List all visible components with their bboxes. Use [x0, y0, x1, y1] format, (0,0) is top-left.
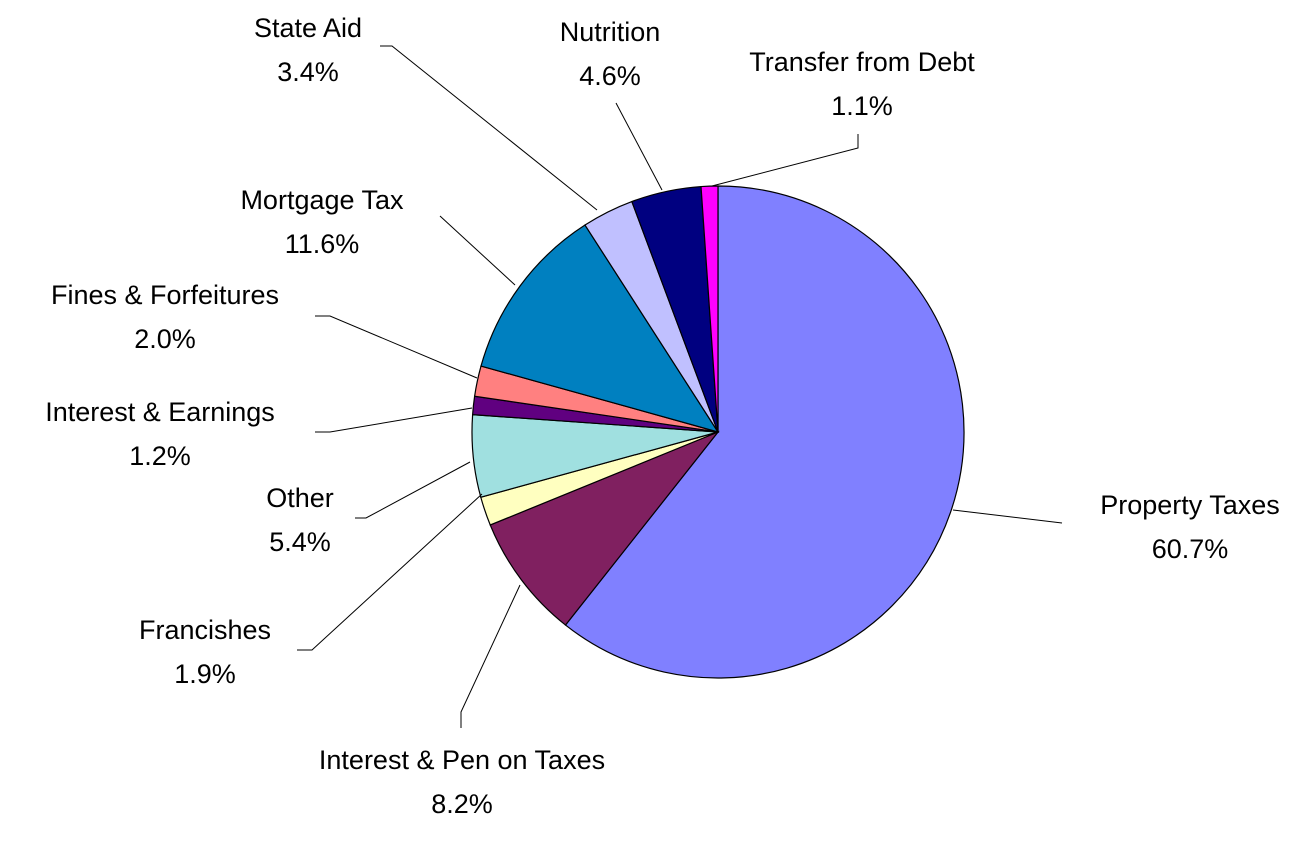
- value-label: 8.2%: [431, 789, 493, 819]
- leader-line: [952, 509, 1063, 524]
- slice-label: Fines & Forfeitures 2.0%: [51, 273, 279, 361]
- category-name: State Aid: [253, 13, 363, 43]
- leader-line: [711, 134, 859, 187]
- value-label: 1.9%: [174, 659, 236, 689]
- pie-slice: [700, 185, 719, 433]
- value-label: 60.7%: [1151, 534, 1229, 564]
- category-name: Interest & Earnings: [45, 397, 275, 427]
- category-name: Transfer from Debt: [749, 47, 975, 77]
- category-name: Other: [266, 483, 334, 513]
- value-label: 3.4%: [277, 57, 339, 87]
- leader-line: [615, 102, 663, 191]
- pie-slice: [489, 430, 720, 626]
- value-label: 2.0%: [134, 324, 196, 354]
- value-label: 11.6%: [284, 229, 360, 259]
- category-name: Mortgage Tax: [240, 185, 404, 215]
- value-label: 4.6%: [579, 61, 641, 91]
- leader-line: [315, 315, 478, 379]
- slice-label: Transfer from Debt 1.1%: [749, 40, 975, 128]
- slice-label: Property Taxes 60.7%: [1100, 483, 1280, 571]
- slice-label: State Aid 3.4%: [254, 6, 362, 94]
- category-name: Fines & Forfeitures: [50, 280, 280, 310]
- leader-line: [380, 45, 598, 211]
- leader-line: [355, 461, 471, 519]
- slice-label: Mortgage Tax 11.6%: [240, 178, 403, 266]
- leader-line: [315, 407, 473, 433]
- value-label: 1.1%: [831, 91, 893, 121]
- leader-line: [460, 584, 521, 728]
- leader-line: [439, 215, 516, 286]
- value-label: 5.4%: [269, 527, 331, 557]
- slice-label: Francishes 1.9%: [139, 608, 271, 696]
- slice-label: Interest & Pen on Taxes 8.2%: [312, 738, 612, 826]
- value-label: 1.2%: [129, 441, 191, 471]
- slice-label: Interest & Earnings 1.2%: [45, 390, 275, 478]
- slice-label: Other 5.4%: [266, 476, 334, 564]
- pie-slice: [564, 185, 965, 679]
- slice-label: Nutrition 4.6%: [560, 10, 661, 98]
- leader-line: [297, 493, 483, 651]
- pie-slice: [480, 224, 720, 434]
- category-name: Interest & Pen on Taxes: [318, 745, 606, 775]
- category-name: Nutrition: [559, 17, 661, 47]
- category-name: Francishes: [138, 615, 272, 645]
- category-name: Property Taxes: [1100, 490, 1280, 520]
